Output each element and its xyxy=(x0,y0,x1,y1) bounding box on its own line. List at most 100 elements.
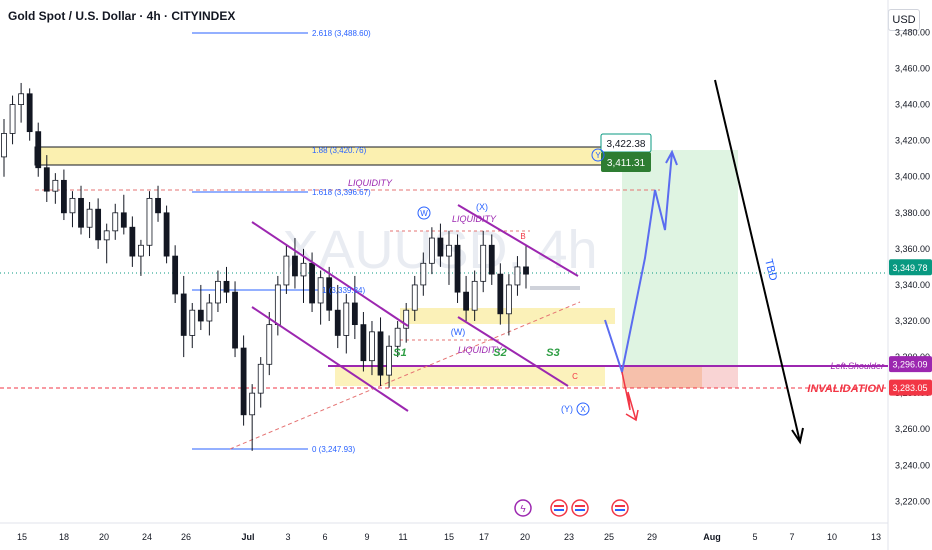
candle[interactable] xyxy=(206,293,213,336)
candle[interactable] xyxy=(343,293,350,354)
candle[interactable] xyxy=(86,201,93,239)
candle[interactable] xyxy=(69,191,76,228)
candle-body xyxy=(446,244,452,257)
candle[interactable] xyxy=(172,245,179,303)
candle-body xyxy=(52,179,59,192)
candle[interactable] xyxy=(437,223,444,267)
candle[interactable] xyxy=(9,95,16,145)
candle[interactable] xyxy=(95,198,102,249)
channel-2-lower xyxy=(457,316,569,387)
channel-1-upper xyxy=(251,221,409,327)
event-icons[interactable]: ϟ xyxy=(514,499,629,517)
candle[interactable] xyxy=(386,335,392,388)
candle[interactable] xyxy=(420,252,427,296)
candle[interactable] xyxy=(138,239,144,276)
candle-body xyxy=(428,237,435,264)
candle[interactable] xyxy=(35,122,42,177)
projection-path xyxy=(604,151,673,376)
candle[interactable] xyxy=(488,234,495,285)
candle[interactable] xyxy=(411,275,418,322)
candle[interactable] xyxy=(1,119,7,177)
candle[interactable] xyxy=(283,245,290,294)
candle-body xyxy=(223,280,230,293)
price-tick-label: 3,400.00 xyxy=(895,172,930,182)
target-upper-label: 3,422.38 xyxy=(607,139,646,150)
candle[interactable] xyxy=(394,321,401,358)
candle[interactable] xyxy=(326,266,333,322)
candle[interactable] xyxy=(480,230,487,293)
us-flag-event-icon[interactable] xyxy=(571,499,589,517)
candle[interactable] xyxy=(523,245,529,289)
candle-body xyxy=(232,291,238,349)
time-tick-label: 26 xyxy=(181,532,191,542)
candle-body xyxy=(283,255,290,286)
candle[interactable] xyxy=(334,284,341,349)
time-axis[interactable]: 15 18 20 24 26 Jul 3 6 9 11 15 17 20 23 25 29 Aug 5 7 10 13 xyxy=(17,532,881,542)
candle[interactable] xyxy=(146,191,153,257)
candle-body xyxy=(138,244,144,257)
candle[interactable] xyxy=(249,384,256,451)
time-tick-label: 3 xyxy=(285,532,290,542)
s2-label: S2 xyxy=(493,347,506,359)
candle[interactable] xyxy=(317,270,324,325)
time-tick-label: 24 xyxy=(142,532,152,542)
candle-body xyxy=(129,226,136,257)
us-flag-event-icon[interactable] xyxy=(611,499,629,517)
candle[interactable] xyxy=(120,194,127,235)
price-label-text: 3,296.09 xyxy=(892,360,927,370)
candle[interactable] xyxy=(300,248,307,303)
time-tick-label: 10 xyxy=(827,532,837,542)
candle[interactable] xyxy=(463,275,469,322)
tbd-arrowhead xyxy=(791,427,804,445)
candle[interactable] xyxy=(103,223,110,264)
candle[interactable] xyxy=(61,169,67,221)
candle[interactable] xyxy=(514,256,521,296)
candle[interactable] xyxy=(403,302,410,343)
time-tick-label: 11 xyxy=(398,532,407,542)
candle[interactable] xyxy=(351,275,358,340)
candle[interactable] xyxy=(240,335,247,426)
candle[interactable] xyxy=(189,302,196,349)
candle-body xyxy=(146,197,153,246)
fib-label-1618: 1.618 (3,396.67) xyxy=(312,188,371,197)
candle[interactable] xyxy=(215,270,221,312)
candle-series[interactable] xyxy=(1,82,529,451)
candle[interactable] xyxy=(454,234,461,303)
tbd-arrow xyxy=(714,79,801,443)
candle[interactable] xyxy=(292,238,298,289)
candle[interactable] xyxy=(428,227,435,275)
candle[interactable] xyxy=(78,185,84,235)
candle[interactable] xyxy=(232,281,238,358)
wave-y-circle xyxy=(591,148,605,162)
time-tick-label: Jul xyxy=(241,532,254,542)
candle[interactable] xyxy=(18,82,25,123)
candle[interactable] xyxy=(26,88,33,141)
candle[interactable] xyxy=(163,205,170,264)
wave-x-label: X xyxy=(580,405,586,414)
us-flag-icon-stripe xyxy=(554,505,564,507)
candle[interactable] xyxy=(223,266,230,303)
candle[interactable] xyxy=(257,357,264,408)
candle[interactable] xyxy=(155,185,161,222)
candle[interactable] xyxy=(446,230,452,285)
candle[interactable] xyxy=(52,173,59,204)
candle[interactable] xyxy=(360,311,367,372)
candle[interactable] xyxy=(505,274,512,336)
candle[interactable] xyxy=(266,311,273,376)
candle[interactable] xyxy=(471,270,478,322)
time-tick-label: 5 xyxy=(752,532,757,542)
candle[interactable] xyxy=(377,317,384,386)
candle[interactable] xyxy=(180,275,187,358)
price-label-box xyxy=(889,356,932,373)
candle[interactable] xyxy=(497,263,504,325)
candle[interactable] xyxy=(43,155,50,202)
lightning-event-icon[interactable] xyxy=(514,499,532,517)
candle[interactable] xyxy=(129,216,136,267)
candle[interactable] xyxy=(197,284,204,331)
candle-body xyxy=(514,266,521,286)
candle-body xyxy=(43,167,50,192)
candle[interactable] xyxy=(112,203,119,240)
candle[interactable] xyxy=(369,321,375,376)
us-flag-event-icon[interactable] xyxy=(550,499,568,517)
